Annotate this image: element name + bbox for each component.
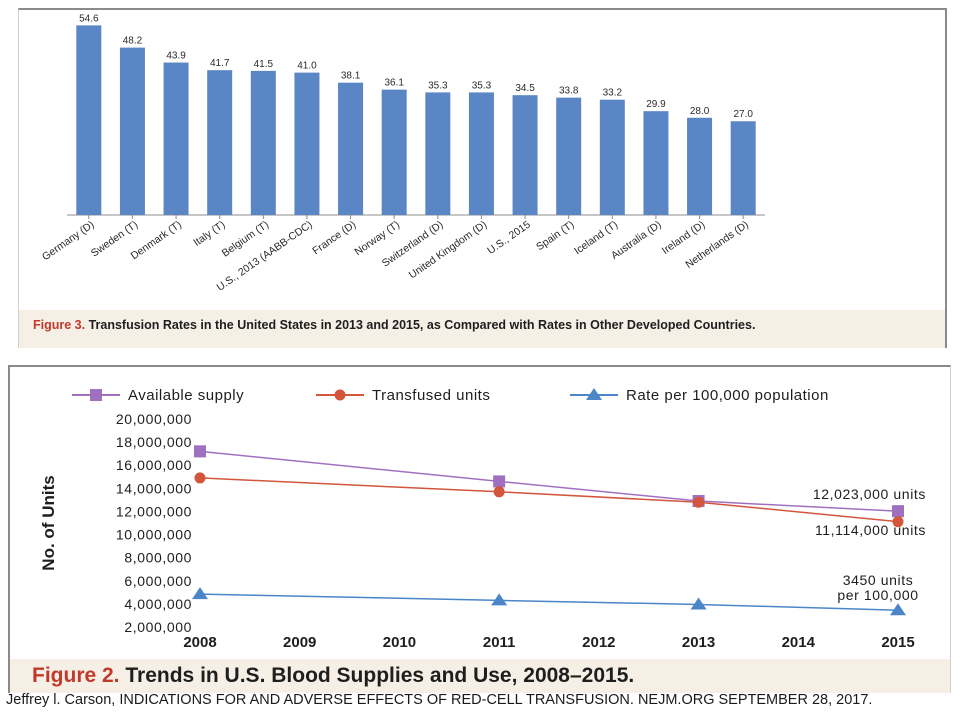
x-tick-label: 2010: [383, 634, 416, 651]
data-point: [493, 475, 506, 488]
bar-value-label: 35.3: [472, 80, 492, 91]
bar: [643, 111, 669, 215]
bar: [76, 25, 102, 215]
bar: [425, 92, 451, 215]
bar: [207, 70, 233, 215]
bar-value-label: 35.3: [428, 80, 448, 91]
legend-label: Transfused units: [372, 387, 490, 404]
x-tick-label: 2014: [782, 634, 816, 651]
y-tick-label: 14,000,000: [116, 480, 192, 496]
annotation-label: 3450 units: [843, 572, 914, 588]
figure-3-caption-text: Transfusion Rates in the United States i…: [88, 318, 756, 332]
data-point: [693, 496, 705, 508]
data-point: [493, 486, 505, 498]
x-tick-label: Italy (T): [191, 219, 227, 249]
figure-2-panel: No. of Units 2,000,000 4,000,000 6,000,000 8…: [8, 365, 951, 693]
x-tick-label: 2013: [682, 634, 715, 651]
legend-label: Available supply: [128, 387, 244, 404]
annotation-label: 11,114,000 units: [815, 522, 926, 538]
bar-value-label: 41.5: [254, 59, 274, 70]
x-tick-label: 2008: [183, 634, 216, 651]
data-point: [192, 587, 208, 600]
data-point: [890, 603, 906, 616]
y-tick-label: 16,000,000: [116, 457, 192, 473]
bar-value-label: 43.9: [166, 51, 186, 62]
data-point: [194, 445, 206, 458]
legend-label: Rate per 100,000 population: [626, 387, 829, 404]
bar-value-label: 36.1: [384, 78, 404, 89]
bar-value-label: 28.0: [690, 106, 710, 117]
bar: [381, 89, 407, 215]
series-line: [199, 450, 899, 512]
y-tick-label: 10,000,000: [116, 527, 192, 543]
bar-value-label: 41.7: [210, 58, 230, 69]
bar-value-label: 48.2: [123, 36, 143, 47]
y-tick-label: 6,000,000: [124, 573, 192, 589]
annotation-label: per 100,000: [837, 587, 918, 603]
bar: [556, 97, 582, 215]
line-chart: No. of Units 2,000,000 4,000,000 6,000,000 8…: [39, 387, 926, 651]
legend-marker: [586, 388, 602, 400]
bar: [730, 121, 756, 215]
series-line: [199, 477, 899, 523]
data-point: [892, 516, 904, 528]
citation-footer: Jeffrey l. Carson, INDICATIONS FOR AND A…: [6, 692, 873, 708]
bar: [468, 92, 494, 215]
figure-3-panel: 54.6 Germany (D) 48.2 Sweden (T) 43.9 Denmark…: [18, 8, 947, 348]
bar: [250, 70, 276, 215]
bar: [294, 72, 320, 215]
bar-value-label: 33.2: [603, 88, 623, 99]
data-point: [690, 597, 707, 610]
bar: [338, 82, 364, 216]
bar-value-label: 33.8: [559, 86, 579, 97]
x-tick-label: Germany (D): [40, 219, 97, 264]
series-line: [199, 593, 899, 611]
x-tick-label: Spain (T): [534, 219, 576, 254]
bar: [512, 95, 538, 215]
legend-marker: [334, 389, 346, 401]
bar: [687, 117, 713, 215]
y-tick-label: 8,000,000: [124, 550, 192, 566]
data-point: [892, 505, 904, 518]
x-tick-label: United Kingdom (D): [407, 219, 489, 282]
y-tick-label: 18,000,000: [116, 434, 192, 450]
y-tick-label: 20,000,000: [116, 411, 192, 427]
bar-value-label: 29.9: [646, 99, 666, 110]
y-tick-label: 12,000,000: [116, 503, 192, 519]
figure-2-caption: Figure 2. Trends in U.S. Blood Supplies …: [10, 659, 950, 693]
bar: [599, 99, 625, 215]
x-tick-label: 2012: [582, 634, 615, 651]
y-axis-label: No. of Units: [39, 475, 58, 570]
x-tick-label: U.S., 2015: [485, 219, 533, 257]
figure-3-label: Figure 3.: [33, 318, 86, 332]
x-tick-label: 2015: [881, 634, 914, 651]
bar-value-label: 34.5: [515, 83, 535, 94]
annotation-label: 12,023,000 units: [813, 486, 926, 502]
x-tick-label: 2009: [283, 634, 316, 651]
bar-value-label: 41.0: [297, 61, 317, 72]
data-point: [194, 472, 206, 484]
figure-3-caption: Figure 3. Transfusion Rates in the Unite…: [19, 310, 945, 348]
bar: [163, 62, 189, 215]
figure-2-label: Figure 2.: [32, 664, 120, 687]
bar-value-label: 54.6: [79, 13, 99, 24]
data-point: [491, 593, 508, 606]
bar: [119, 47, 145, 215]
figure-2-caption-text: Trends in U.S. Blood Supplies and Use, 2…: [125, 664, 635, 687]
x-tick-label: France (D): [310, 219, 358, 258]
legend-marker: [90, 389, 102, 401]
y-tick-label: 4,000,000: [124, 596, 192, 612]
bar-value-label: 38.1: [341, 71, 361, 82]
y-tick-label: 2,000,000: [124, 619, 192, 635]
bar-value-label: 27.0: [733, 109, 753, 120]
x-tick-label: 2011: [483, 634, 516, 651]
